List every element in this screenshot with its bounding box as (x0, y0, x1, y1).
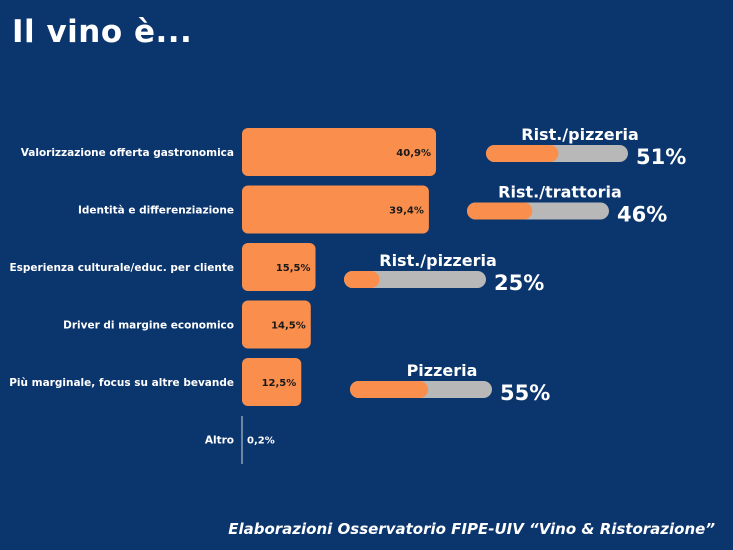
callout-value: 51% (636, 145, 686, 169)
category-label: Altro (205, 435, 234, 447)
callout-label: Rist./pizzeria (379, 251, 496, 270)
callout-value: 55% (500, 381, 550, 405)
bar (242, 358, 302, 406)
category-label: Identità e differenziazione (78, 205, 234, 217)
bar-value-label: 40,9% (396, 148, 431, 159)
bar (242, 128, 436, 176)
category-label: Esperienza culturale/educ. per cliente (9, 262, 234, 274)
callout-track (344, 271, 486, 288)
callout-fill (350, 381, 429, 398)
bar-value-label: 12,5% (262, 378, 297, 389)
callout-fill (344, 271, 380, 288)
bar (242, 185, 429, 234)
bar (242, 243, 316, 291)
callout-fill (467, 202, 533, 220)
category-label: Valorizzazione offerta gastronomica (21, 147, 234, 159)
callout-label: Pizzeria (407, 361, 478, 380)
source-footer: Elaborazioni Osservatorio FIPE-UIV “Vino… (228, 520, 715, 538)
bar-value-label: 0,2% (247, 436, 275, 447)
callout-fill (486, 145, 559, 162)
bar-value-label: 15,5% (276, 263, 311, 274)
bar-value-label: 14,5% (271, 321, 306, 332)
bar-value-label: 39,4% (389, 206, 424, 217)
category-label: Più marginale, focus su altre bevande (9, 377, 234, 389)
callout-value: 46% (617, 203, 667, 227)
callout-label: Rist./pizzeria (521, 125, 638, 144)
page-title: Il vino è... (12, 14, 193, 50)
callout-label: Rist./trattoria (498, 183, 622, 202)
bar (242, 300, 311, 349)
category-label: Driver di margine economico (63, 320, 234, 332)
callout-value: 25% (494, 271, 544, 295)
